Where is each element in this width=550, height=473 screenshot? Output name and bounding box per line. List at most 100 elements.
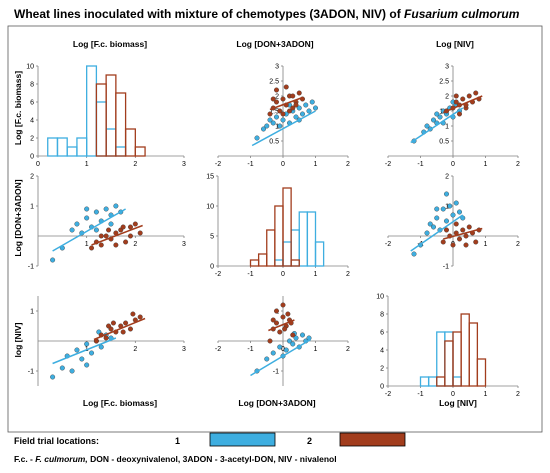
y-tick-label: 5	[210, 234, 214, 241]
data-point	[457, 209, 463, 215]
histogram-bar	[436, 376, 446, 387]
data-point	[280, 117, 286, 123]
y-tick-label: -1	[28, 264, 34, 271]
legend-label: Field trial locations:	[14, 436, 99, 446]
trend-line	[268, 319, 295, 332]
y-tick-label: 2.5	[269, 79, 279, 86]
bottom-label-2: Log [DON+3ADON]	[238, 398, 315, 408]
footnote: F.c. - F. culmorum, DON - deoxynivalenol…	[14, 454, 337, 464]
x-tick-label: -1	[247, 346, 253, 353]
data-point	[103, 206, 109, 212]
data-point	[473, 90, 479, 96]
data-point	[79, 356, 85, 362]
histogram-bar	[282, 187, 292, 267]
x-tick-label: 2	[346, 346, 350, 353]
histogram-bar	[298, 211, 309, 267]
trend-line	[410, 107, 464, 144]
x-tick-label: -2	[385, 161, 391, 168]
x-tick-label: -1	[417, 391, 423, 398]
data-point	[267, 117, 273, 123]
data-point	[277, 329, 283, 335]
y-tick-label: 2	[30, 174, 34, 181]
x-tick-label: 2	[133, 346, 137, 353]
x-tick-label: 0	[36, 161, 40, 168]
data-point	[440, 206, 446, 212]
data-point	[103, 233, 109, 239]
data-point	[108, 221, 114, 227]
data-point	[440, 239, 446, 245]
y-tick-label: 3	[445, 64, 449, 71]
x-tick-label: 1	[484, 241, 488, 248]
data-point	[130, 311, 136, 317]
x-tick-label: -1	[417, 161, 423, 168]
data-point	[466, 93, 472, 99]
trend-line	[443, 227, 483, 240]
data-point	[270, 350, 276, 356]
data-point	[296, 90, 302, 96]
histogram-bar	[257, 253, 268, 267]
bottom-label-3: Log [NIV]	[439, 398, 477, 408]
histogram-bar	[274, 205, 284, 267]
data-point	[457, 111, 463, 117]
histogram-bar	[47, 137, 59, 157]
histogram-bar	[266, 229, 276, 267]
x-tick-label: -1	[247, 271, 253, 278]
data-point	[282, 326, 288, 332]
trend-line	[93, 317, 146, 341]
data-point	[120, 224, 126, 230]
histogram-bar	[95, 83, 107, 157]
y-tick-label: 0.5	[269, 139, 279, 146]
histogram-bar	[249, 259, 260, 267]
y-tick-label: 2	[445, 94, 449, 101]
data-point	[453, 93, 459, 99]
y-tick-label: 4	[380, 348, 384, 355]
histogram-bar	[105, 74, 117, 157]
data-point	[300, 332, 306, 338]
data-point	[277, 108, 283, 114]
histogram-bar	[282, 241, 292, 267]
data-point	[290, 332, 296, 338]
x-tick-label: 3	[182, 241, 186, 248]
data-point	[283, 84, 289, 90]
y-tick-label: 1	[445, 204, 449, 211]
histogram-bar	[427, 376, 438, 387]
y-tick-label: 2	[30, 136, 34, 143]
histogram-bar	[314, 241, 325, 267]
x-tick-label: 0	[451, 161, 455, 168]
x-tick-label: -1	[247, 161, 253, 168]
data-point	[137, 230, 143, 236]
data-point	[84, 206, 90, 212]
data-point	[431, 117, 437, 123]
y-tick-label: 3	[275, 64, 279, 71]
histogram-bar	[76, 137, 88, 157]
legend-item-2-swatch	[339, 432, 406, 447]
data-point	[447, 203, 453, 209]
histogram-bar	[306, 211, 317, 267]
legend-item-1-label: 1	[175, 436, 180, 446]
x-tick-label: 1	[85, 241, 89, 248]
y-tick-label: 2	[380, 366, 384, 373]
data-point	[427, 221, 433, 227]
data-point	[463, 242, 469, 248]
legend-item-2-label: 2	[307, 436, 312, 446]
data-point	[59, 365, 65, 371]
data-point	[453, 200, 459, 206]
data-point	[274, 320, 280, 326]
data-point	[127, 326, 133, 332]
data-point	[293, 102, 299, 108]
trend-line	[52, 208, 126, 252]
data-point	[274, 87, 280, 93]
legend: Field trial locations: 1 2	[14, 432, 406, 447]
histogram-bar	[436, 331, 446, 387]
col-title-2: Log [DON+3ADON]	[236, 39, 313, 49]
data-point	[460, 96, 466, 102]
data-point	[270, 317, 276, 323]
y-tick-label: 2	[275, 94, 279, 101]
figure-title-species: Fusarium culmorum	[404, 7, 520, 21]
histogram-bar	[86, 65, 98, 157]
data-point	[103, 335, 109, 341]
figure-title-text: Wheat lines inoculated with mixture of c…	[14, 7, 404, 21]
data-point	[277, 344, 283, 350]
data-point	[285, 311, 291, 317]
